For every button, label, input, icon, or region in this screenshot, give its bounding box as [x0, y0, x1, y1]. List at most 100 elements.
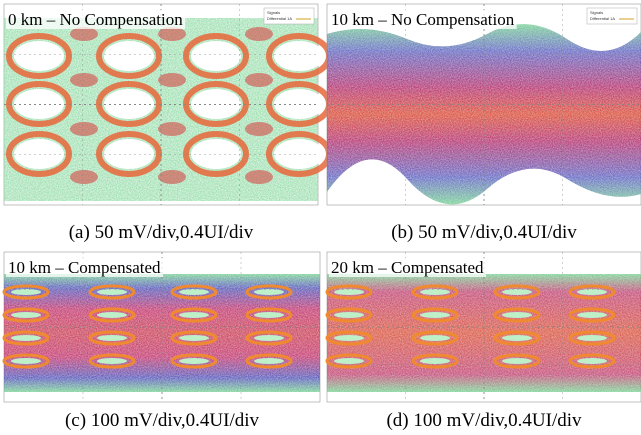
title-background	[6, 10, 186, 29]
eye-rim	[325, 284, 373, 300]
eye-rim	[568, 307, 616, 323]
eye-opening	[334, 358, 364, 364]
eye-opening	[11, 289, 41, 295]
eye-rim	[88, 353, 136, 369]
crossing	[70, 170, 98, 184]
eye-rim	[411, 353, 459, 369]
crossing	[158, 27, 186, 41]
legend-box	[263, 7, 315, 25]
eye-rim	[493, 307, 541, 323]
eye-opening	[334, 289, 364, 295]
legend-entry: Differential 1A	[590, 16, 615, 21]
eye-diagram-panel: 10 km – Compensated	[2, 251, 321, 403]
eye-rim	[325, 307, 373, 323]
legend-entry: Signals	[267, 10, 280, 15]
eye-opening	[104, 89, 154, 119]
eye-rim	[170, 353, 218, 369]
eye-opening	[502, 312, 532, 318]
title-background	[329, 258, 487, 277]
eye-opening	[502, 358, 532, 364]
eye-rim	[568, 330, 616, 346]
eye-rim	[183, 131, 249, 177]
eye-opening	[254, 335, 284, 341]
eye-rim	[411, 307, 459, 323]
eye-opening	[14, 41, 64, 71]
eye-opening	[97, 358, 127, 364]
crossing	[158, 73, 186, 87]
panel-title: 10 km – Compensated	[8, 258, 161, 277]
eye-opening	[97, 335, 127, 341]
eye-rim	[568, 284, 616, 300]
crossing	[245, 73, 273, 87]
eye-rim	[183, 81, 249, 127]
panel-title: 10 km – No Compensation	[331, 10, 515, 29]
panel-title: 20 km – Compensated	[331, 258, 484, 277]
eye-opening	[502, 289, 532, 295]
eye-rim	[411, 284, 459, 300]
eye-rim	[2, 307, 50, 323]
eye-rim	[493, 284, 541, 300]
eye-rim	[2, 353, 50, 369]
eye-opening	[11, 335, 41, 341]
legend-entry: Signals	[590, 10, 603, 15]
eye-rim	[6, 81, 72, 127]
eye-rim	[170, 307, 218, 323]
eye-opening	[420, 289, 450, 295]
eye-opening	[334, 312, 364, 318]
eye-opening	[179, 358, 209, 364]
eye-rim	[245, 307, 293, 323]
eye-rim	[96, 81, 162, 127]
eye-opening	[97, 312, 127, 318]
eye-opening	[502, 335, 532, 341]
eye-diagram-panel: 20 km – Compensated	[325, 251, 641, 403]
eye-opening	[254, 312, 284, 318]
eye-opening	[577, 289, 607, 295]
eye-rim	[6, 33, 72, 79]
eye-rim	[245, 330, 293, 346]
crossing	[158, 122, 186, 136]
eye-rim	[493, 353, 541, 369]
eye-rim	[170, 330, 218, 346]
crossing	[158, 170, 186, 184]
eye-rim	[2, 330, 50, 346]
legend-box	[586, 7, 638, 25]
eye-rim	[568, 353, 616, 369]
crossing	[245, 27, 273, 41]
eye-opening	[577, 358, 607, 364]
eye-opening	[191, 41, 241, 71]
eye-rim	[183, 33, 249, 79]
crossing	[70, 122, 98, 136]
eye-rim	[411, 330, 459, 346]
eye-opening	[274, 89, 324, 119]
eye-rim	[325, 330, 373, 346]
eye-rim	[170, 284, 218, 300]
eye-opening	[334, 335, 364, 341]
panel-caption: (b) 50 mV/div,0.4UI/div	[391, 222, 577, 243]
eye-opening	[577, 312, 607, 318]
eye-rim	[245, 284, 293, 300]
title-background	[329, 10, 517, 29]
eye-rim	[325, 353, 373, 369]
eye-opening	[274, 139, 324, 169]
eye-rim	[6, 131, 72, 177]
eye-opening	[14, 89, 64, 119]
crossing	[70, 73, 98, 87]
crossing	[245, 122, 273, 136]
crossing	[245, 170, 273, 184]
title-background	[6, 258, 164, 277]
eye-diagram-panel: 10 km – No Compensation SignalsDifferenti…	[326, 3, 641, 206]
eye-rim	[2, 284, 50, 300]
panel-caption: (a) 50 mV/div,0.4UI/div	[69, 222, 254, 243]
panel-caption: (c) 100 mV/div,0.4UI/div	[65, 410, 260, 431]
eye-opening	[577, 335, 607, 341]
eye-opening	[97, 289, 127, 295]
eye-opening	[420, 358, 450, 364]
eye-opening	[104, 139, 154, 169]
eye-opening	[191, 139, 241, 169]
eye-opening	[191, 89, 241, 119]
panel-caption: (d) 100 mV/div,0.4UI/div	[386, 410, 582, 431]
eye-opening	[179, 312, 209, 318]
